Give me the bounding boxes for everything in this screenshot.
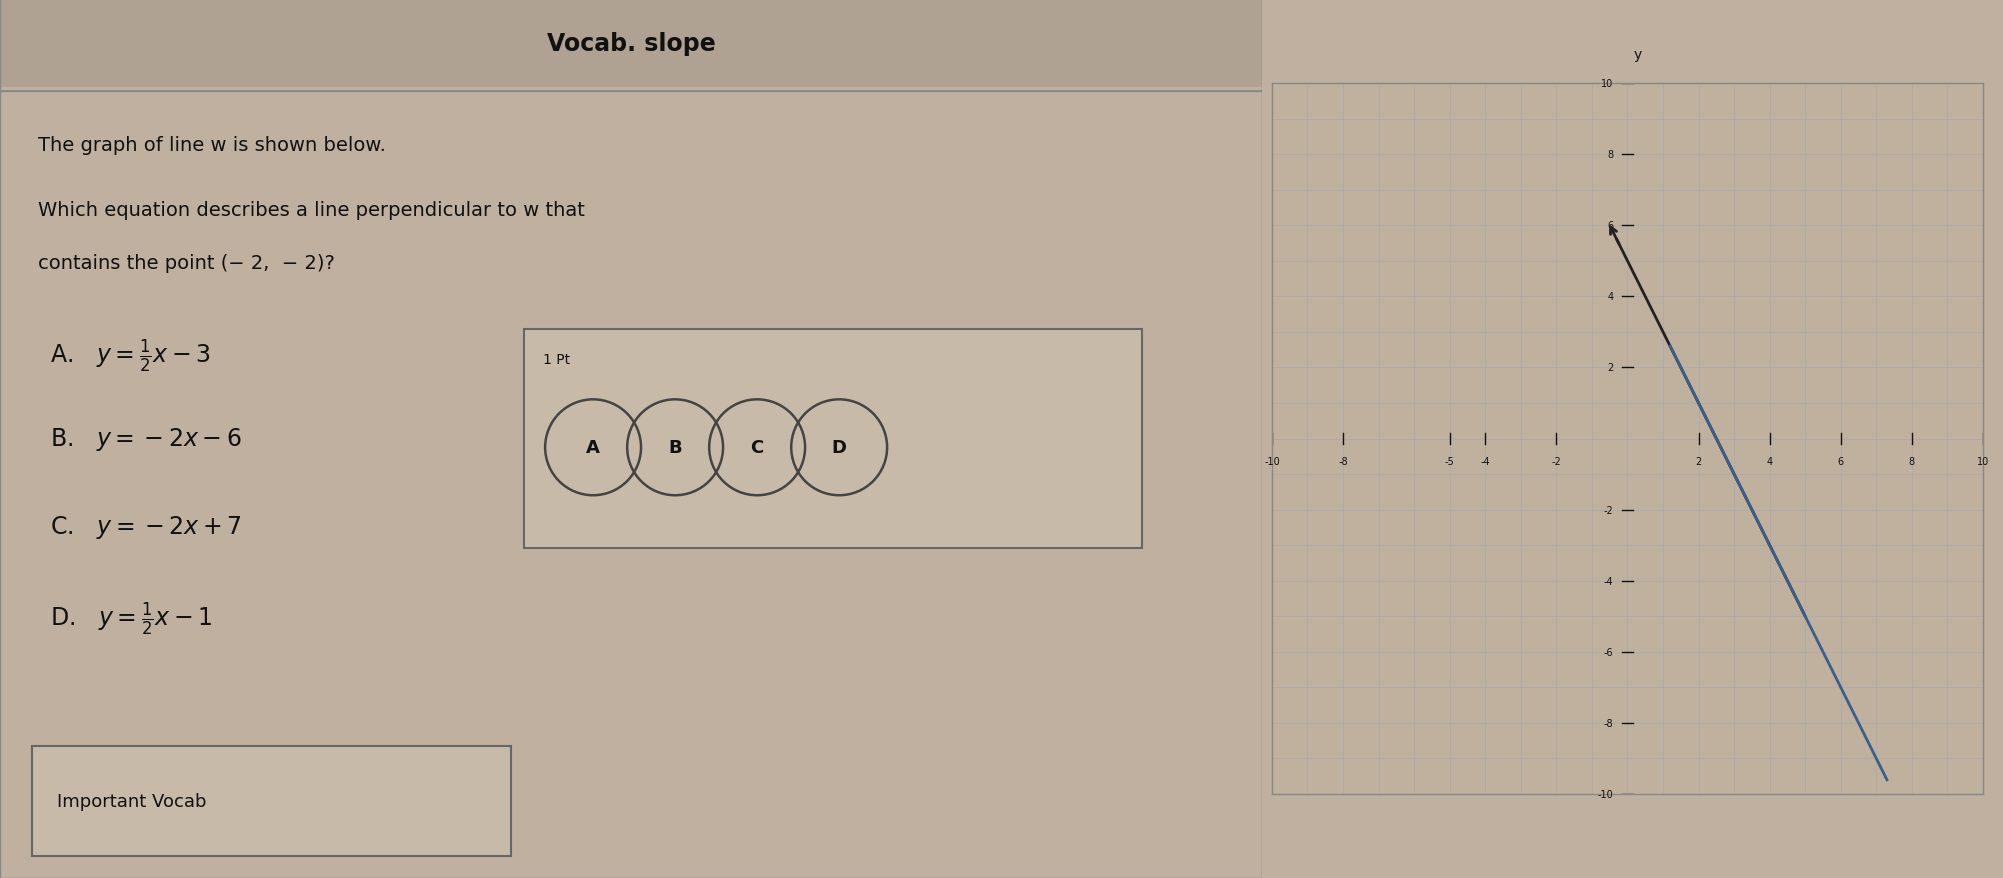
Text: A: A: [587, 439, 601, 457]
Text: 2: 2: [1695, 457, 1703, 467]
Text: Which equation describes a line perpendicular to w that: Which equation describes a line perpendi…: [38, 201, 585, 220]
Text: 4: 4: [1606, 292, 1612, 302]
Text: -2: -2: [1604, 505, 1612, 515]
Text: -10: -10: [1264, 457, 1280, 467]
Text: -2: -2: [1552, 457, 1560, 467]
Text: 8: 8: [1606, 150, 1612, 160]
Text: C.   $y = -2x + 7$: C. $y = -2x + 7$: [50, 514, 242, 540]
FancyBboxPatch shape: [32, 746, 511, 856]
Text: -6: -6: [1604, 647, 1612, 657]
Text: A.   $y = \frac{1}{2}x - 3$: A. $y = \frac{1}{2}x - 3$: [50, 337, 210, 374]
Text: 1 Pt: 1 Pt: [543, 353, 569, 367]
Text: 10: 10: [1600, 79, 1612, 89]
Text: 10: 10: [1977, 457, 1989, 467]
Text: Important Vocab: Important Vocab: [56, 792, 206, 810]
Text: The graph of line w is shown below.: The graph of line w is shown below.: [38, 135, 387, 155]
Text: y: y: [1634, 48, 1642, 62]
Text: -4: -4: [1480, 457, 1490, 467]
Bar: [0, 0, 1262, 88]
Text: C: C: [751, 439, 763, 457]
Text: 6: 6: [1606, 221, 1612, 231]
Text: 8: 8: [1909, 457, 1915, 467]
Text: contains the point (− 2,  − 2)?: contains the point (− 2, − 2)?: [38, 254, 335, 273]
Text: -4: -4: [1604, 576, 1612, 586]
FancyBboxPatch shape: [523, 329, 1142, 549]
Text: B: B: [669, 439, 681, 457]
Text: -8: -8: [1604, 718, 1612, 728]
Text: D: D: [831, 439, 847, 457]
Text: B.   $y = -2x - 6$: B. $y = -2x - 6$: [50, 426, 242, 452]
Text: Vocab. slope: Vocab. slope: [547, 32, 715, 56]
Text: 6: 6: [1837, 457, 1845, 467]
Text: -10: -10: [1598, 789, 1612, 799]
Text: 2: 2: [1606, 363, 1612, 373]
Text: -8: -8: [1338, 457, 1348, 467]
Text: -5: -5: [1444, 457, 1454, 467]
Text: 4: 4: [1767, 457, 1773, 467]
Text: D.   $y = \frac{1}{2}x - 1$: D. $y = \frac{1}{2}x - 1$: [50, 601, 212, 637]
